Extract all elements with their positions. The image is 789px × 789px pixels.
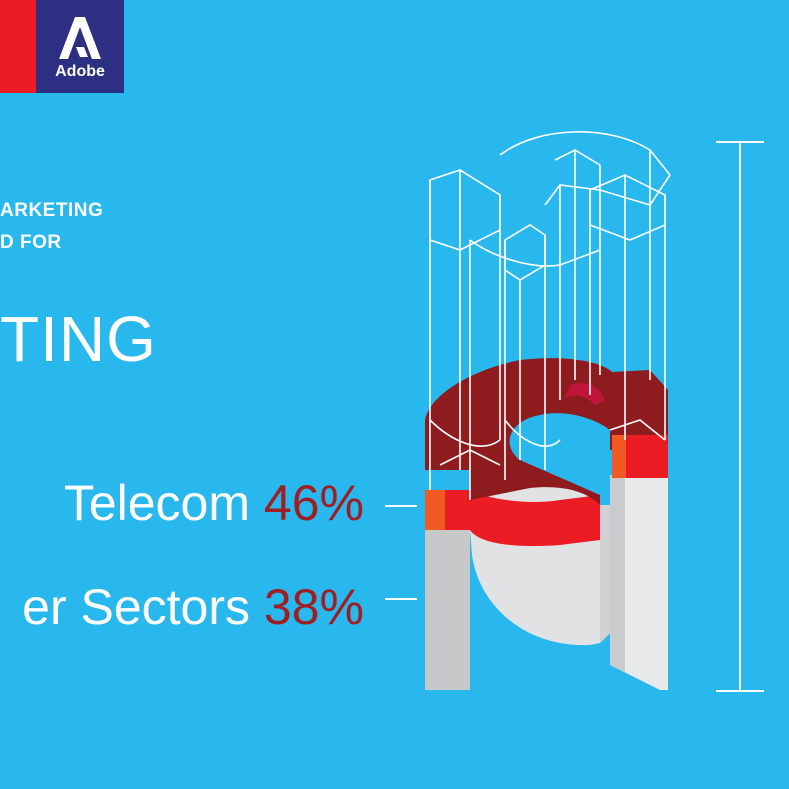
stat-telecom: Telecom 46%	[64, 474, 364, 532]
stat-other-sectors: er Sectors 38%	[22, 578, 364, 636]
leader-line-other	[385, 598, 417, 600]
heading-line-1: ARKETING	[0, 200, 104, 221]
adobe-a-icon	[59, 17, 101, 59]
headline-word: TING	[0, 303, 157, 375]
red-brand-tab	[0, 0, 36, 93]
filled-dollar-red-top	[425, 358, 668, 547]
scale-bracket	[716, 141, 764, 692]
stat-telecom-label: Telecom	[63, 475, 251, 531]
dollar-wireframe-outline	[429, 131, 671, 500]
logo-text: Adobe	[55, 63, 105, 80]
stat-other-value: 38%	[263, 579, 364, 635]
leader-line-telecom	[385, 505, 417, 507]
stat-other-label: er Sectors	[22, 579, 251, 635]
heading-line-2: D FOR	[0, 232, 62, 253]
stat-telecom-value: 46%	[263, 475, 364, 531]
adobe-logo[interactable]: Adobe	[36, 0, 124, 93]
